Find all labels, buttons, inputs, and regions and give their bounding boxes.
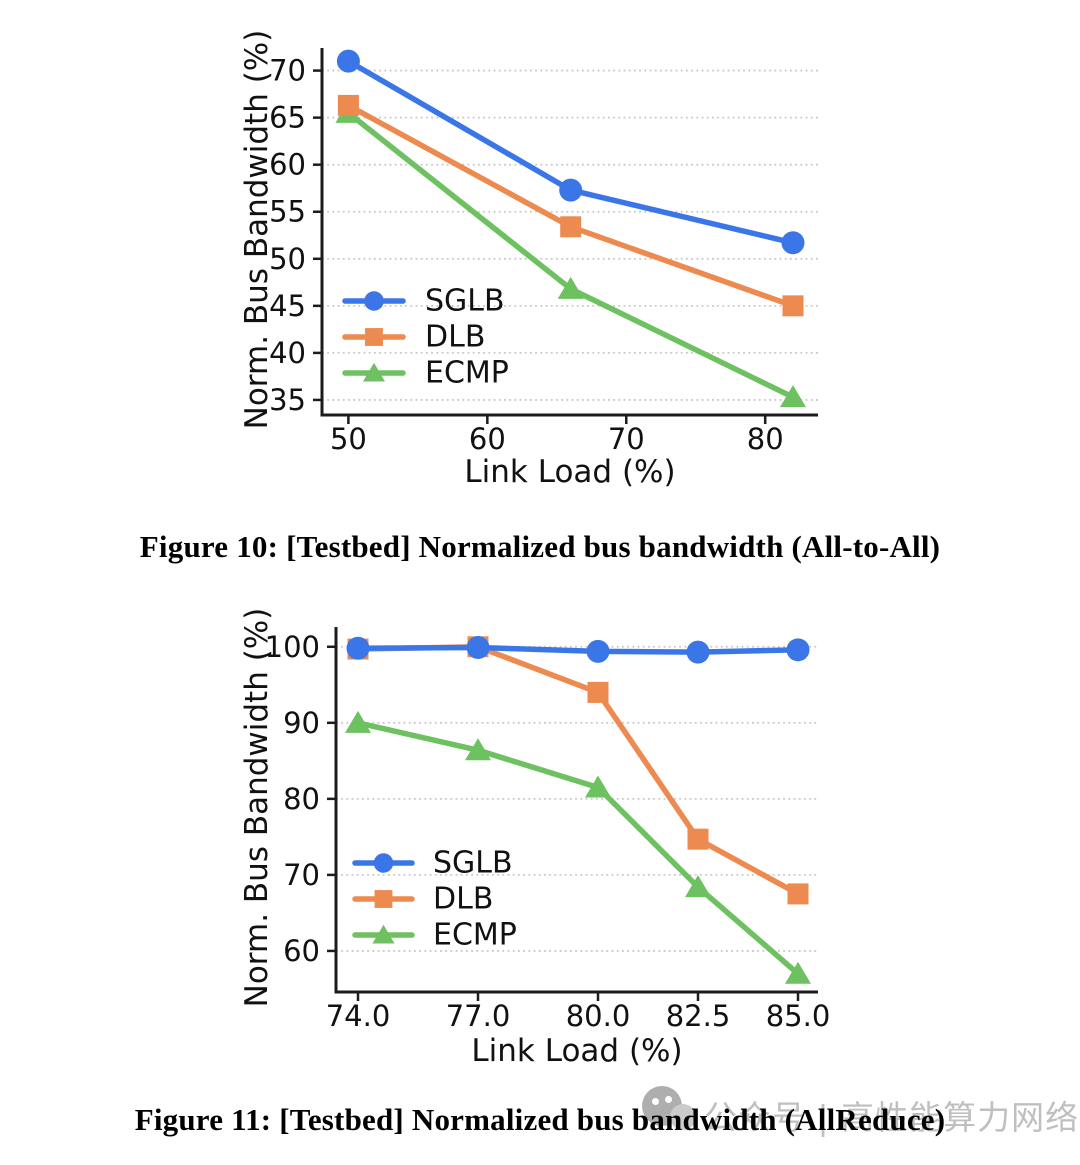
circle-marker bbox=[346, 636, 370, 660]
legend-circle-marker bbox=[373, 853, 394, 873]
triangle-marker bbox=[685, 875, 711, 898]
x-tick-label: 70 bbox=[608, 422, 645, 456]
circle-marker bbox=[466, 636, 490, 660]
square-marker bbox=[787, 883, 809, 905]
x-axis-label: Link Load (%) bbox=[464, 454, 675, 490]
watermark-text: 公众号 | 高性能算力网络 bbox=[704, 1098, 1080, 1137]
square-marker bbox=[587, 681, 609, 703]
triangle-marker bbox=[779, 385, 806, 408]
series-sglb bbox=[346, 636, 810, 664]
triangle-marker bbox=[785, 961, 811, 984]
circle-marker bbox=[781, 231, 805, 255]
y-tick-label: 90 bbox=[283, 706, 320, 740]
square-marker bbox=[687, 828, 709, 850]
triangle-marker bbox=[465, 738, 491, 761]
triangle-marker bbox=[585, 775, 611, 798]
series-ecmp bbox=[345, 710, 811, 984]
square-marker bbox=[337, 94, 359, 116]
legend-label: SGLB bbox=[425, 284, 505, 319]
legend-square-marker bbox=[374, 890, 393, 908]
x-tick-label: 80.0 bbox=[566, 999, 631, 1033]
y-tick-label: 100 bbox=[265, 630, 320, 664]
series-ecmp bbox=[335, 100, 806, 408]
legend-circle-marker bbox=[364, 291, 384, 311]
x-tick-label: 77.0 bbox=[446, 999, 511, 1033]
legend-square-marker bbox=[365, 328, 383, 346]
series-dlb bbox=[337, 94, 804, 317]
legend-label: DLB bbox=[433, 882, 493, 917]
x-tick-label: 85.0 bbox=[766, 999, 831, 1033]
legend-label: DLB bbox=[425, 320, 485, 355]
y-tick-label: 55 bbox=[269, 195, 306, 229]
triangle-marker bbox=[557, 276, 584, 299]
y-tick-label: 40 bbox=[269, 336, 306, 370]
figure-10-caption: Figure 10: [Testbed] Normalized bus band… bbox=[139, 529, 941, 564]
watermark: 公众号 | 高性能算力网络 bbox=[630, 1078, 1078, 1148]
logo-eye-icon bbox=[652, 1098, 659, 1105]
circle-marker bbox=[686, 640, 710, 664]
axes: 35 40 45 50 55 60 65 70 50 60 70 80 Link Load (%) Nor… bbox=[239, 30, 818, 490]
legend-triangle-marker bbox=[362, 362, 386, 382]
triangle-marker bbox=[345, 710, 371, 733]
legend-label: SGLB bbox=[433, 846, 513, 881]
y-tick-label: 35 bbox=[269, 383, 306, 417]
y-tick-label: 70 bbox=[269, 54, 306, 88]
gridlines bbox=[336, 645, 818, 952]
x-tick-label: 50 bbox=[330, 422, 367, 456]
y-tick-label: 70 bbox=[283, 858, 320, 892]
x-axis-label: Link Load (%) bbox=[471, 1033, 682, 1069]
series-dlb bbox=[347, 636, 809, 905]
y-tick-label: 50 bbox=[269, 242, 306, 276]
y-tick-label: 80 bbox=[283, 782, 320, 816]
figure-11-caption: Figure 11: [Testbed] Normalized bus band… bbox=[134, 1102, 946, 1137]
x-tick-label: 80 bbox=[747, 422, 784, 456]
series-sglb bbox=[336, 49, 805, 255]
legend-triangle-marker bbox=[372, 924, 395, 944]
square-marker bbox=[560, 216, 582, 238]
square-marker bbox=[782, 295, 804, 317]
circle-marker bbox=[586, 639, 610, 663]
logo-eye-icon bbox=[665, 1096, 672, 1103]
y-axis-label: Norm. Bus Bandwidth (%) bbox=[239, 30, 275, 430]
chart-all-to-all: 35 40 45 50 55 60 65 70 50 60 70 80 Link Load (%) Nor… bbox=[239, 30, 818, 490]
y-tick-label: 60 bbox=[283, 934, 320, 968]
y-tick-label: 65 bbox=[269, 101, 306, 135]
legend-label: ECMP bbox=[433, 918, 517, 953]
chart-allreduce: 60 70 80 90 100 74.0 77.0 80.0 82.5 85.0 Link Load… bbox=[239, 608, 830, 1069]
y-tick-label: 60 bbox=[269, 148, 306, 182]
legend-label: ECMP bbox=[425, 356, 509, 391]
circle-marker bbox=[786, 638, 810, 662]
x-tick-label: 82.5 bbox=[666, 999, 731, 1033]
axes: 60 70 80 90 100 74.0 77.0 80.0 82.5 85.0 Link Load… bbox=[239, 608, 830, 1069]
circle-marker bbox=[336, 49, 360, 73]
circle-marker bbox=[559, 178, 583, 202]
x-tick-label: 74.0 bbox=[326, 999, 391, 1033]
y-axis-label: Norm. Bus Bandwidth (%) bbox=[239, 608, 275, 1008]
y-tick-label: 45 bbox=[269, 289, 306, 323]
x-tick-label: 60 bbox=[469, 422, 506, 456]
wechat-logo-small-bubble-icon bbox=[670, 1104, 696, 1130]
